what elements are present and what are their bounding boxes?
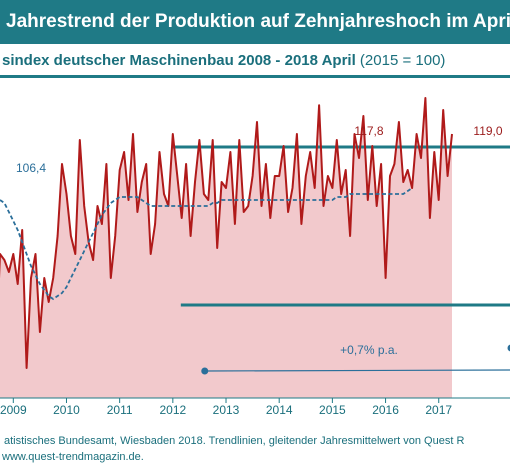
- annotation-layer: [172, 145, 510, 375]
- x-tick-label: 2012: [159, 403, 186, 417]
- moving-average-line: [0, 187, 413, 301]
- x-tick-label: 2010: [53, 403, 80, 417]
- growth-rate-label: +0,7% p.a.: [340, 343, 398, 357]
- growth-trend-end-dot: [507, 344, 510, 352]
- x-tick-label: 2013: [213, 403, 240, 417]
- label-layer: 117,8 119,0 106,4 +0,7% p.a.: [16, 124, 503, 357]
- website-note: www.quest-trendmagazin.de.: [2, 451, 144, 463]
- x-tick-label: 2009: [0, 403, 27, 417]
- trend-start-label: 106,4: [16, 161, 46, 175]
- x-tick-label: 2011: [107, 403, 133, 417]
- subtitle-base: (2015 = 100): [359, 52, 446, 69]
- x-axis: 2009 2010 2011 2012 2013 2014 2015 2016 2017: [0, 397, 510, 417]
- x-tick-label: 2016: [372, 403, 399, 417]
- chart-title: Jahrestrend der Produktion auf Zehnjahre…: [0, 0, 510, 44]
- x-tick-label: 2017: [425, 403, 452, 417]
- growth-trend-start-dot: [201, 367, 209, 375]
- source-note: atistisches Bundesamt, Wiesbaden 2018. T…: [4, 435, 465, 447]
- production-line: [0, 97, 453, 369]
- subtitle-main: sindex deutscher Maschinenbau 2008 - 201…: [2, 52, 356, 69]
- title-rule: [0, 75, 510, 78]
- peak-label-2015: 117,8: [354, 124, 383, 138]
- peak-label-2017: 119,0: [473, 124, 502, 138]
- chart-subtitle: sindex deutscher Maschinenbau 2008 - 201…: [0, 50, 510, 72]
- x-tick-label: 2014: [266, 403, 293, 417]
- x-tick-label: 2015: [319, 403, 346, 417]
- growth-trend-line: [204, 369, 510, 372]
